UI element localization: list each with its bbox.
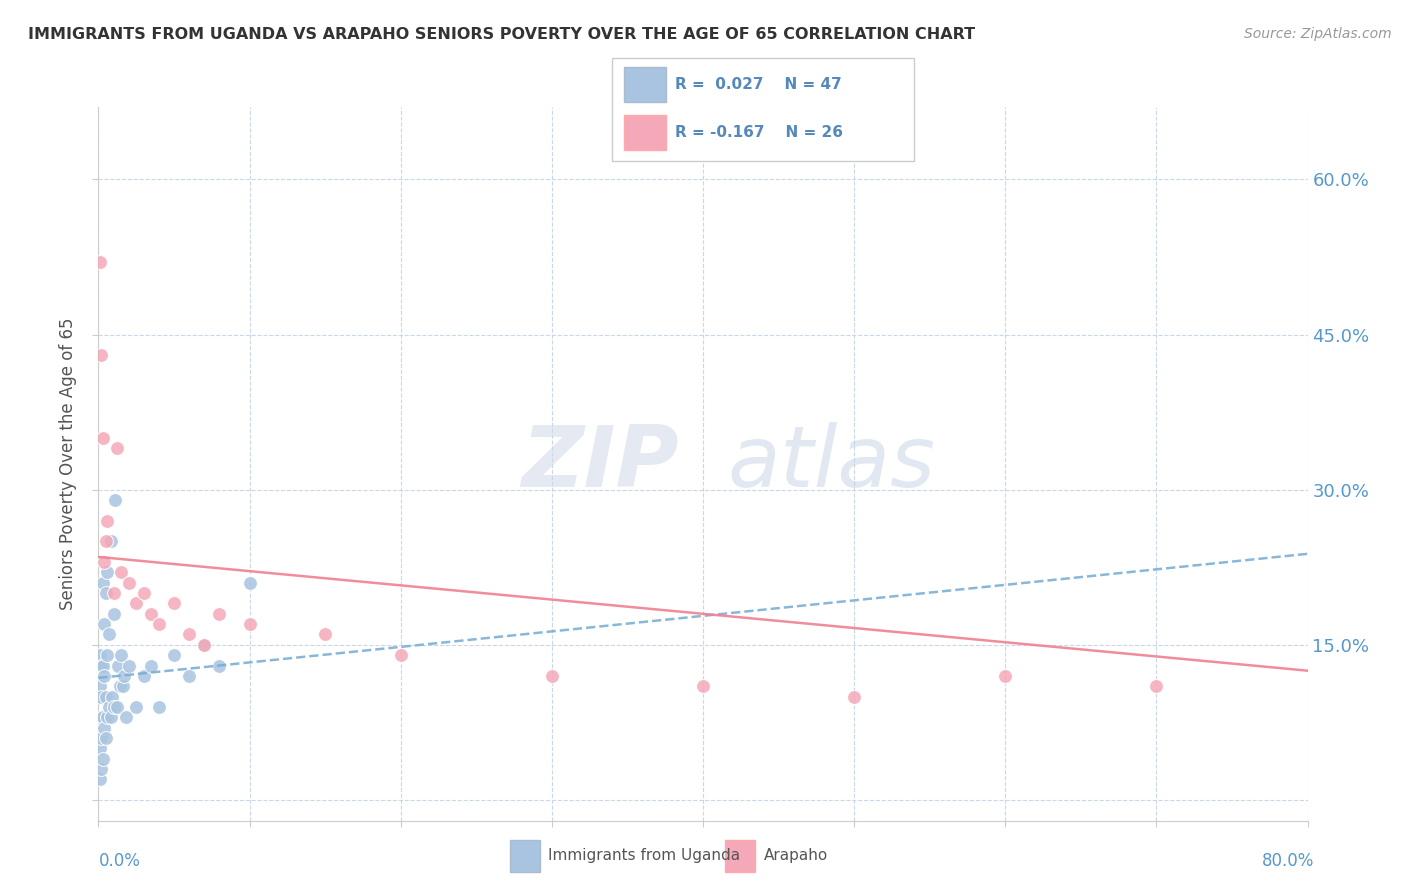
Point [148,699,170,714]
Point [90,348,112,362]
Point [112,669,135,683]
Point [89,710,111,724]
Point [239,575,262,590]
Point [103,699,125,714]
Point [314,627,336,641]
Point [208,658,231,673]
FancyBboxPatch shape [725,840,755,872]
FancyBboxPatch shape [624,115,666,150]
Point [844,690,866,704]
Text: IMMIGRANTS FROM UGANDA VS ARAPAHO SENIORS POVERTY OVER THE AGE OF 65 CORRELATION: IMMIGRANTS FROM UGANDA VS ARAPAHO SENIOR… [28,27,976,42]
FancyBboxPatch shape [510,840,540,872]
Point [141,658,163,673]
Point [90,762,112,776]
Point [105,699,128,714]
Point [179,627,201,641]
Point [132,586,155,600]
Point [93,555,115,569]
Point [110,566,132,580]
Point [163,648,186,662]
Point [125,699,148,714]
Point [101,690,124,704]
Point [94,690,117,704]
Point [118,575,141,590]
Point [104,493,127,508]
Text: ZIP: ZIP [522,422,679,506]
Text: R =  0.027    N = 47: R = 0.027 N = 47 [675,77,842,92]
Point [105,442,128,456]
Text: Source: ZipAtlas.com: Source: ZipAtlas.com [1244,27,1392,41]
Point [193,638,215,652]
FancyBboxPatch shape [612,58,914,161]
Point [96,566,118,580]
Point [89,679,111,693]
Point [193,638,215,652]
Point [96,514,118,528]
Point [93,721,115,735]
Point [540,669,562,683]
Text: atlas: atlas [727,422,935,506]
Point [96,710,118,724]
Point [141,607,163,621]
Point [91,710,114,724]
Point [118,658,141,673]
Point [208,607,231,621]
Point [91,751,114,765]
Text: Immigrants from Uganda: Immigrants from Uganda [548,848,741,863]
Point [89,648,111,662]
Point [163,597,186,611]
Text: 0.0%: 0.0% [98,852,141,870]
Point [89,255,111,269]
Point [111,679,134,693]
Point [389,648,412,662]
Point [90,658,112,673]
Point [148,617,170,632]
Point [91,431,114,445]
Point [1144,679,1167,693]
Text: Arapaho: Arapaho [763,848,828,863]
Point [239,617,262,632]
Point [98,699,121,714]
Text: R = -0.167    N = 26: R = -0.167 N = 26 [675,126,844,140]
Point [90,690,112,704]
Y-axis label: Seniors Poverty Over the Age of 65: Seniors Poverty Over the Age of 65 [59,318,77,610]
Point [91,658,114,673]
Point [108,679,131,693]
Point [94,534,117,549]
Point [994,669,1017,683]
Point [93,617,115,632]
Point [89,772,111,787]
Point [98,627,121,641]
Point [90,731,112,745]
Point [94,731,117,745]
Point [103,586,125,600]
Point [114,710,136,724]
Point [103,607,125,621]
Point [94,586,117,600]
Point [110,648,132,662]
Point [100,534,122,549]
Point [89,741,111,756]
FancyBboxPatch shape [624,67,666,102]
Point [91,575,114,590]
Point [125,597,148,611]
Point [96,648,118,662]
Point [132,669,155,683]
Text: 80.0%: 80.0% [1263,852,1315,870]
Point [107,658,129,673]
Point [93,669,115,683]
Point [100,710,122,724]
Point [692,679,714,693]
Point [179,669,201,683]
